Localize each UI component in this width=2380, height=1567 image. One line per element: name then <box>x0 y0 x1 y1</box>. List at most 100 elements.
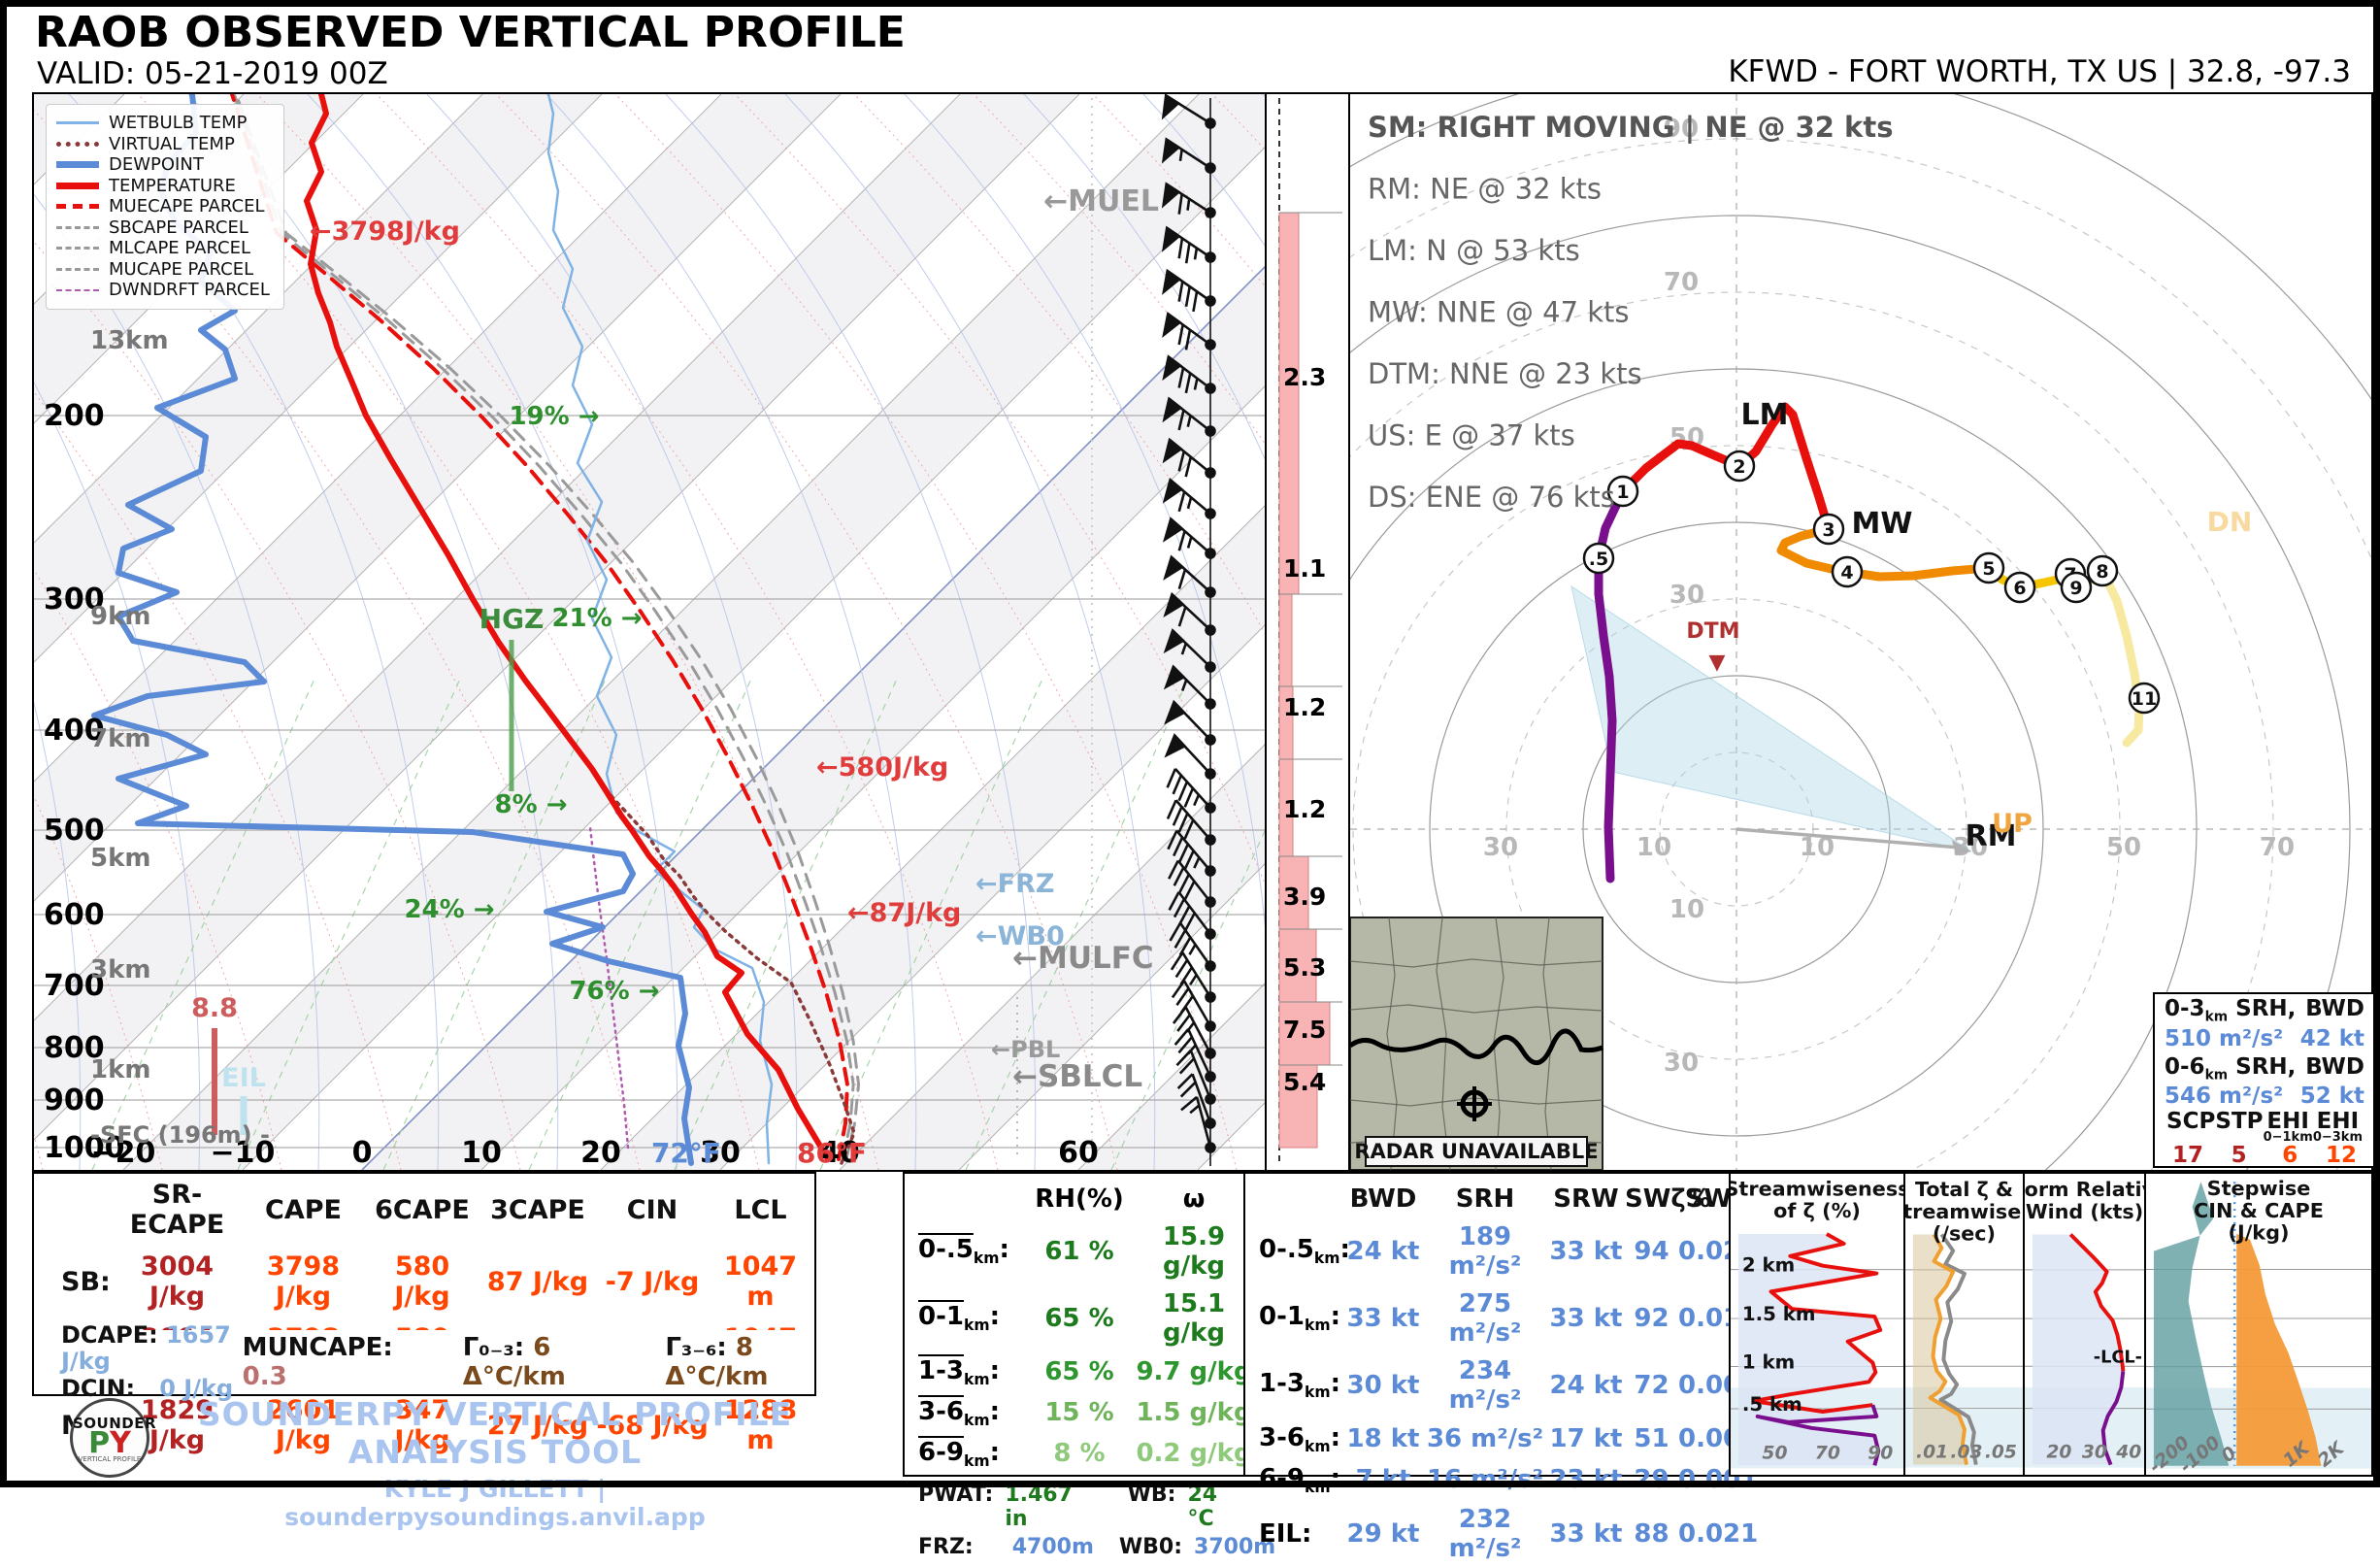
wind-barb-flag <box>1161 225 1181 252</box>
page-title: RAOB OBSERVED VERTICAL PROFILE <box>35 8 906 57</box>
composite-header: EHI 0−3km <box>2312 1109 2363 1145</box>
thermo-row-label: SB: <box>61 1266 111 1297</box>
height-label: 7km <box>90 724 150 753</box>
wetbulb-line-swatch <box>56 121 99 125</box>
shear-bar <box>1278 928 1317 1003</box>
kinematics-row-label: 3-6km: <box>1259 1422 1341 1455</box>
storm-motion-readout: SM: RIGHT MOVING | NE @ 32 kts RM: NE @ 3… <box>1368 111 1893 514</box>
wind-barb-feather <box>1177 410 1185 431</box>
legend-item-label: SBCAPE PARCEL <box>109 217 248 238</box>
temp-tick-label: 40 <box>819 1136 860 1170</box>
wind-barb-flag <box>1162 477 1184 504</box>
dn-label: DN <box>2207 506 2253 538</box>
mixing-ratio-line <box>382 676 608 1171</box>
wind-barb-feather <box>1184 373 1192 394</box>
mixing-ratio-line <box>237 676 462 1171</box>
thermo-value: 2601 J/kg <box>266 1395 341 1455</box>
footer-brand: SOUNDERPY VERTICAL PROFILE ANALYSIS TOOL… <box>170 1395 820 1531</box>
kinematics-value: 29 kt <box>1346 1518 1420 1549</box>
wind-barb-feather <box>1176 1014 1191 1032</box>
cin-area-tip <box>2192 1182 2214 1236</box>
storm-relative-wind-plot: -LCL- Storm RelativeWind (kts) 20 30 40 <box>2000 1172 2168 1477</box>
wind-barb-dot <box>1205 1048 1216 1059</box>
wind-barb-dot <box>1205 508 1216 519</box>
shear-bar-value: 1.2 <box>1283 795 1326 823</box>
wind-barb-feather <box>1177 781 1189 802</box>
moist-adiabat-line <box>187 93 559 1171</box>
wind-barb-flag <box>1163 628 1186 654</box>
shear-bars-chart: 2.3 1.1 1.2 1.2 3.9 5.3 7.5 5.4 <box>1278 98 1342 1166</box>
wind-barb-feather <box>1166 799 1177 819</box>
thermo-header: SR-ECAPE <box>129 1180 225 1240</box>
wind-barb-feather <box>1166 768 1177 788</box>
srh-header-row: 0-6km SRH, BWD <box>2155 1052 2374 1084</box>
wind-barb-flag <box>1163 664 1186 690</box>
legend-item: TEMPERATURE <box>56 176 270 197</box>
storm-motion-line: LM: N @ 53 kts <box>1368 234 1580 267</box>
temp-tick-label: 20 <box>580 1136 621 1170</box>
mixing-ratio-line <box>528 676 753 1171</box>
composite-value: 17 <box>2171 1142 2203 1168</box>
moist-adiabat-line <box>0 320 201 1171</box>
thermo-header: LCL <box>734 1194 787 1225</box>
height-marker <box>1723 450 1756 483</box>
annotation: ←FRZ <box>975 869 1054 899</box>
kinematics-value: 33 kt <box>1549 1236 1623 1266</box>
lapse-0-3-value: 6 Δ°C/km <box>462 1333 566 1391</box>
wind-barb-dot <box>1205 1142 1216 1153</box>
height-marker-number: 5 <box>1982 558 1995 580</box>
temp-tick-label: −10 <box>211 1136 276 1170</box>
dcin-label: DCIN: <box>61 1374 136 1402</box>
temperature-trace <box>304 91 830 1160</box>
height-label: 13km <box>90 326 169 355</box>
wind-barb-flag <box>1162 354 1183 382</box>
wind-barb-half <box>1180 679 1188 691</box>
storm-sector <box>1570 584 1972 852</box>
height-marker-number: 8 <box>2096 561 2108 583</box>
rh-value: 65 % <box>1044 1357 1114 1387</box>
streamwise-zeta-line <box>1928 1233 1968 1465</box>
kinematics-grid: BWD SRH SRW SWζ% SWζ 0-.5km: 24 kt 189 m²/s² 33 … <box>1245 1174 1758 1567</box>
km-label: 1.5 km <box>1742 1303 1816 1325</box>
wb0-label: WB0: <box>1118 1534 1183 1559</box>
wind-barb-dot <box>1205 339 1216 350</box>
radar-caption-box <box>1365 1136 1588 1167</box>
kinematics-row-label: EIL: <box>1259 1518 1312 1549</box>
shear-bar-value: 3.9 <box>1283 883 1326 911</box>
height-marker-number: 2 <box>1733 456 1745 478</box>
composite-header: EHI 0−1km <box>2263 1109 2313 1145</box>
wind-barb-feather <box>1184 329 1192 350</box>
ring-label: 10 <box>1636 833 1671 862</box>
height-marker <box>1582 542 1615 575</box>
shear-bar-value: 5.3 <box>1283 953 1326 982</box>
thermo-value: -68 J/kg <box>596 1410 709 1441</box>
moisture-row-label: 6-9km: <box>918 1437 1001 1471</box>
wind-barb-feather <box>1184 456 1193 478</box>
wind-barb-dot <box>1205 865 1216 877</box>
annotation: 24% → <box>404 895 494 924</box>
sounderpy-logo: SOUNDER PY VERTICAL PROFILE <box>70 1398 156 1478</box>
thermo-value: 347 J/kg <box>394 1395 450 1455</box>
srh-header-row: 0-3km SRH, BWD <box>2155 994 2374 1025</box>
kinematics-value: 33 kt <box>1346 1303 1420 1333</box>
annotation: ←580J/kg <box>816 752 948 783</box>
temp-tick-label: 10 <box>461 1136 502 1170</box>
shear-bar <box>1278 212 1300 595</box>
srh-value-row: 510 m²/s² 42 kt <box>2155 1025 2374 1052</box>
annotation: ←MUEL <box>1043 184 1159 218</box>
wind-barb-feather <box>1173 898 1186 918</box>
kinematics-value: 51 <box>1634 1424 1669 1454</box>
kinematics-value: 24 kt <box>1549 1370 1623 1400</box>
legend-item: VIRTUAL TEMP <box>56 134 270 155</box>
wind-barb-half <box>1185 1021 1196 1033</box>
spacer <box>918 1180 1027 1217</box>
kinematics-row-label: 6-9km: <box>1259 1463 1341 1496</box>
thermo-value: 1047 m <box>723 1251 798 1312</box>
shear-bar-value: 2.3 <box>1283 363 1326 391</box>
kinematics-value: 33 kt <box>1549 1303 1623 1333</box>
legend-item-label: MUECAPE PARCEL <box>109 196 265 217</box>
moisture-row-label: 0-1km: <box>918 1301 1001 1335</box>
isotherm-line <box>0 93 603 697</box>
annotation: ←SBLCL <box>1012 1059 1142 1094</box>
skewt-axis-labels: 200300400500600700800900100013km9km7km5k… <box>44 184 1159 1170</box>
